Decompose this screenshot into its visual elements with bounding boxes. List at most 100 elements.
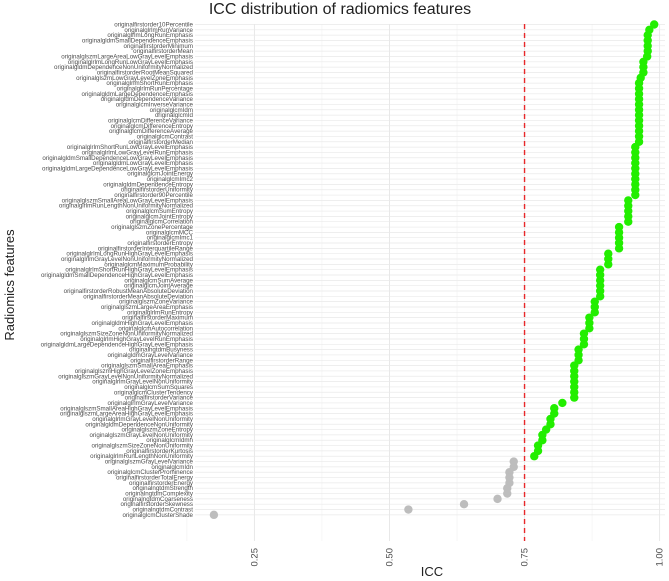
y-tick-label: originalfirstorderMaximum — [122, 315, 193, 322]
data-point — [624, 217, 633, 226]
y-tick-label: originalglcmMCC — [146, 229, 194, 236]
y-tick-label: originalglcmDifferenceVariance — [108, 117, 194, 124]
data-point — [585, 324, 594, 333]
data-point — [590, 308, 599, 317]
y-tick-label: originalglrlmRunLengthNonUniformity — [90, 453, 194, 460]
y-tick-label: originalglszmLargeAreaHighGrayLevelEmpha… — [60, 411, 193, 418]
y-tick-label: originalglszmGrayLevelNonUniformity — [89, 432, 193, 439]
y-tick-label: originalgldmLargeDependenceHighGrayLevel… — [41, 341, 193, 348]
data-point — [614, 244, 624, 253]
y-tick-label: originalglrlmGrayLevelVariance — [107, 400, 193, 407]
y-tick-label: originalglcmIdn — [151, 464, 193, 471]
y-tick-label: originalglrlmRunLengthNonUniformityNorma… — [59, 203, 194, 210]
y-tick-label: originalglszmZoneEntropy — [121, 427, 193, 434]
y-tick-label: originalfirstorderSkewness — [120, 501, 193, 508]
y-tick-label: originalglcmDifferenceEntropy — [111, 123, 194, 130]
y-tick-label: originalfirstorderMinimum — [124, 43, 193, 50]
data-point — [579, 340, 589, 349]
x-tick-label: 0.25 — [249, 548, 260, 567]
y-tick-label: originalglrlmHighGrayLevelRunEmphasis — [80, 336, 193, 343]
y-tick-label: originalglcmId — [155, 112, 194, 119]
y-tick-label: originalglrlmRunEntropy — [127, 309, 194, 316]
y-tick-label: originalglrlmRunVariance — [124, 27, 193, 34]
y-tick-label: originalglszmZoneVariance — [119, 299, 194, 306]
y-tick-label: originalfirstorder10Percentile — [114, 22, 193, 29]
y-tick-label: originalgldmGrayLevelVariance — [107, 352, 193, 359]
y-tick-label: originalglcmClusterProminence — [107, 469, 193, 476]
y-tick-label: originalgldmDependenceEntropy — [103, 181, 194, 188]
y-tick-label: originalngtdmBusyness — [129, 347, 193, 354]
y-tick-label: originalglszmZonePercentage — [111, 224, 193, 231]
y-tick-label: originalglszmLargeAreaLowGrayLevelEmphas… — [61, 53, 193, 60]
y-tick-label: originalglcmClusterShade — [122, 512, 193, 519]
data-point — [209, 510, 219, 520]
data-point — [570, 393, 579, 402]
y-tick-label: originalgldmLargeDependenceLowGrayLevelE… — [42, 165, 193, 172]
y-tick-label: originalglrlmShortRunEmphasis — [106, 80, 193, 87]
y-tick-labels: originalfirstorder10Percentileoriginalgl… — [41, 22, 194, 519]
y-tick-label: originalglrlmGrayLevelNonUniformity — [92, 379, 194, 386]
y-tick-label: originalfirstorderMean — [133, 48, 193, 55]
y-tick-label: originalglcmIdm — [150, 107, 193, 114]
y-tick-label: originalglszmSmallAreaHighGrayLevelEmpha… — [60, 405, 193, 412]
y-tick-label: originalngtdmStrength — [132, 485, 193, 492]
y-tick-label: originalfirstorderEntropy — [127, 240, 194, 247]
y-tick-label: originalgldmSmallDependenceLowGrayLevelE… — [42, 155, 193, 162]
y-tick-label: originalfirstorderMedian — [128, 139, 193, 146]
y-tick-label: originalglrlmLongRunEmphasis — [107, 32, 193, 39]
y-tick-label: originalfirstorderKurtosis — [126, 448, 193, 455]
x-axis-label: ICC — [421, 564, 443, 579]
y-tick-label: originalgldmDependenceNonUniformity — [85, 421, 194, 428]
y-tick-label: originalgldmDependenceNonUniformityNorma… — [54, 64, 193, 71]
y-tick-label: originalfirstorderUniformity — [121, 187, 194, 194]
y-tick-label: originalglrlmLowGrayLevelRunEmphasis — [82, 149, 193, 156]
y-tick-label: originalglcmImc1 — [147, 235, 194, 242]
y-tick-label: originalfirstorderEnergy — [129, 480, 194, 487]
data-points — [209, 20, 659, 520]
y-tick-label: originalgldmLowGrayLevelEmphasis — [93, 160, 193, 167]
y-tick-label: originalglcmInverseVariance — [116, 101, 194, 108]
y-tick-label: originalglcmSumAverage — [124, 277, 193, 284]
y-tick-label: originalglcmMaximumProbability — [104, 261, 194, 268]
y-tick-label: originalgldmSmallDependenceHighGrayLevel… — [41, 272, 193, 279]
y-tick-label: originalgldmHighGrayLevelEmphasis — [92, 320, 193, 327]
y-tick-label: originalglrlmGrayLevelNonUniformityNorma… — [61, 256, 194, 263]
y-tick-label: originalglcmSumEntropy — [126, 208, 194, 215]
y-tick-label: originalfirstorderTotalEnergy — [116, 475, 194, 482]
y-tick-label: originalglcmImc2 — [147, 176, 194, 183]
y-tick-label: originalglrlmShortRunHighGrayLevelEmphas… — [65, 267, 193, 274]
y-tick-label: originalglcmJointEntropy — [126, 213, 194, 220]
y-tick-label: originalglcmIdmn — [146, 437, 193, 444]
x-tick-label: 0.75 — [520, 548, 531, 567]
y-tick-label: originalfirstorderMeanAbsoluteDeviation — [83, 293, 193, 300]
y-tick-label: originalglrlmGrayLevelNonUniformity — [92, 416, 194, 423]
y-tick-label: originalfirstorderVariance — [125, 395, 194, 402]
chart-title: ICC distribution of radiomics features — [209, 1, 471, 18]
y-tick-label: originalglszmSizeZoneNonUniformityNormal… — [60, 331, 193, 338]
y-tick-label: originalfirstorderRobustMeanAbsoluteDevi… — [64, 288, 194, 295]
data-point — [631, 190, 640, 200]
y-tick-label: originalfirstorderRange — [130, 357, 193, 364]
y-tick-label: originalglszmSmallAreaLowGrayLevelEmphas… — [62, 197, 193, 204]
y-tick-label: originalgldmDependenceVariance — [101, 96, 194, 103]
data-point — [493, 494, 502, 504]
data-point — [595, 292, 605, 301]
data-point — [503, 489, 512, 498]
y-tick-label: originalglszmSmallAreaEmphasis — [101, 363, 193, 370]
x-tick-label: 0.50 — [384, 548, 395, 567]
y-tick-label: originalglcmContrast — [137, 133, 194, 140]
y-tick-label: originalglrlmShortRunLowGrayLevelEmphasi… — [67, 144, 193, 151]
gridlines — [186, 24, 665, 541]
y-axis-label: Radiomics features — [2, 229, 17, 341]
y-tick-label: originalglszmLowGrayLevelZoneEmphasis — [76, 75, 193, 82]
y-tick-label: originalglcmCorrelation — [130, 219, 194, 226]
data-point — [558, 398, 567, 408]
y-tick-label: originalfirstorder90Percentile — [114, 192, 193, 199]
data-point — [459, 500, 469, 509]
y-tick-label: originalglcmJointAverage — [124, 283, 194, 290]
y-tick-label: originalglszmGrayLevelNonUniformityNorma… — [58, 373, 193, 380]
y-tick-label: originalfirstorderInterquartileRange — [98, 245, 194, 252]
y-tick-label: originalngtdmContrast — [132, 507, 193, 514]
y-tick-label: originalngtdmCoarseness — [123, 496, 193, 503]
y-tick-label: originalglszmLargeAreaEmphasis — [101, 304, 193, 311]
